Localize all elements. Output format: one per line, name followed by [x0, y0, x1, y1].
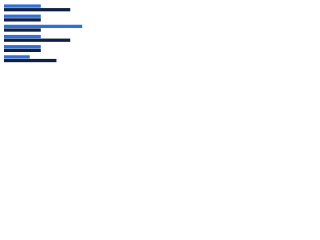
- bar: [4, 38, 71, 42]
- chart: [0, 0, 100, 71]
- bar: [4, 18, 41, 22]
- bar: [4, 28, 41, 32]
- bar: [4, 14, 41, 18]
- bar: [4, 55, 30, 59]
- bar: [4, 48, 41, 53]
- bar: [4, 8, 71, 12]
- bar: [4, 34, 41, 39]
- bar: [4, 45, 41, 49]
- page: {"chart_data": {"type": "hbar", "categor…: [0, 0, 320, 71]
- bar: [4, 4, 41, 8]
- bar: [4, 58, 57, 63]
- bar: [4, 24, 83, 29]
